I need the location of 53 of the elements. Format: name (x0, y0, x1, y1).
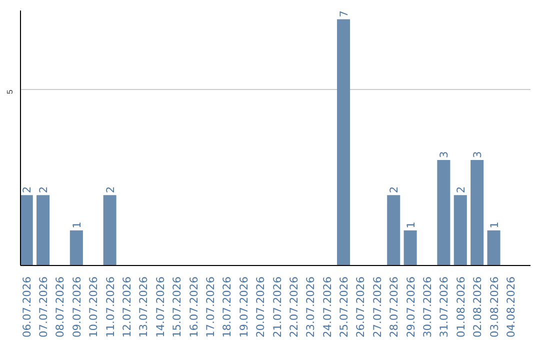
bar (337, 19, 350, 266)
bar (437, 160, 450, 266)
bar (70, 230, 83, 266)
bar (404, 230, 417, 266)
x-tick-label: 21.07.2026 (270, 276, 284, 338)
x-tick-label: 02.08.2026 (471, 276, 484, 338)
x-tick-label: 04.08.2026 (504, 276, 518, 338)
x-tick-label: 11.07.2026 (104, 276, 117, 338)
data-label: 2 (454, 186, 468, 194)
x-tick-label: 25.07.2026 (338, 276, 351, 338)
x-tick-label: 23.07.2026 (304, 276, 318, 338)
x-tick-label: 12.07.2026 (120, 276, 134, 338)
x-tick-label: 29.07.2026 (404, 276, 418, 338)
x-tick-label: 18.07.2026 (220, 276, 234, 338)
x-tick-label: 27.07.2026 (370, 276, 384, 338)
x-tick-label: 20.07.2026 (254, 276, 268, 338)
bar (487, 230, 500, 266)
bar (103, 195, 116, 266)
data-label: 2 (37, 186, 50, 194)
x-tick-label: 24.07.2026 (320, 276, 334, 338)
x-tick-label: 19.07.2026 (237, 276, 250, 338)
x-tick-label: 28.07.2026 (388, 276, 401, 338)
data-label: 1 (488, 222, 501, 228)
y-tick-label: 5 (6, 89, 14, 94)
bar (387, 195, 400, 266)
x-tick-label: 01.08.2026 (454, 276, 468, 338)
bar (470, 160, 484, 266)
x-tick-label: 26.07.2026 (354, 276, 368, 338)
x-tick-label: 09.07.2026 (70, 276, 84, 338)
bar (454, 195, 467, 266)
x-tick-label: 22.07.2026 (287, 276, 300, 338)
x-tick-label: 17.07.2026 (204, 276, 217, 338)
data-label: 3 (438, 151, 451, 158)
bar (20, 195, 33, 266)
data-label: 2 (388, 186, 401, 194)
data-label: 1 (404, 222, 418, 228)
x-tick-label: 14.07.2026 (154, 276, 167, 338)
data-label: 2 (20, 186, 34, 194)
x-tick-label: 13.07.2026 (137, 276, 150, 338)
x-tick-label: 03.08.2026 (488, 276, 501, 338)
x-tick-label: 15.07.2026 (170, 276, 184, 338)
data-label: 1 (70, 222, 84, 228)
x-tick-label: 10.07.2026 (87, 276, 100, 338)
x-tick-label: 16.07.2026 (187, 276, 200, 338)
x-tick-label: 06.07.2026 (20, 276, 34, 338)
data-label: 7 (338, 10, 351, 18)
x-tick-label: 07.07.2026 (37, 276, 50, 338)
data-label: 3 (471, 151, 484, 158)
x-tick-label: 30.07.2026 (421, 276, 434, 338)
x-tick-label: 31.07.2026 (438, 276, 451, 338)
bar (36, 195, 50, 266)
data-label: 2 (104, 186, 117, 194)
x-tick-label: 08.07.2026 (54, 276, 67, 338)
